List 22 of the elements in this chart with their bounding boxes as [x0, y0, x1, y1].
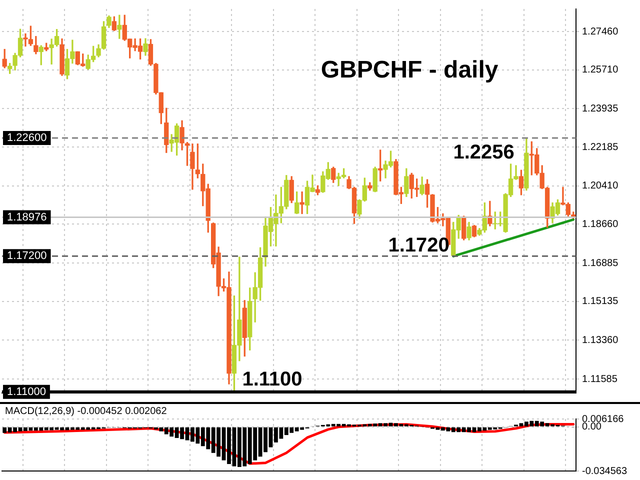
- y-tick-label: 1.23935: [582, 103, 619, 114]
- y-tick-label: 1.11585: [582, 374, 618, 385]
- y-tick-label: 1.15135: [582, 296, 619, 308]
- annotation: 1.2256: [453, 141, 514, 164]
- y-tick-label: 1.18660: [582, 218, 619, 230]
- annotation: 1.1720: [388, 234, 450, 257]
- ref-line-label: 1.22600: [7, 132, 47, 144]
- y-tick-label: 1.16885: [582, 258, 619, 269]
- annotation: 1.1100: [242, 368, 302, 390]
- ref-line-label: 1.17200: [7, 250, 47, 262]
- ref-line-label: 1.18976: [7, 211, 47, 224]
- text: GBPCHF - daily: [320, 56, 499, 84]
- candlestick: [300, 191, 304, 214]
- chart-title: MACD(12,26,9) -0.000452 0.002062: [5, 406, 168, 417]
- y-tick-label: 1.27460: [582, 26, 619, 38]
- y-tick-label: -0.034563: [582, 466, 628, 477]
- y-tick-label: 1.20410: [582, 180, 619, 192]
- y-tick-label: 1.25710: [582, 64, 619, 76]
- y-tick-label: 1.22185: [582, 142, 619, 153]
- y-tick-label: 1.13360: [582, 334, 619, 346]
- y-tick-label: 0.00: [582, 422, 602, 433]
- ref-line-label: 1.11000: [7, 386, 46, 398]
